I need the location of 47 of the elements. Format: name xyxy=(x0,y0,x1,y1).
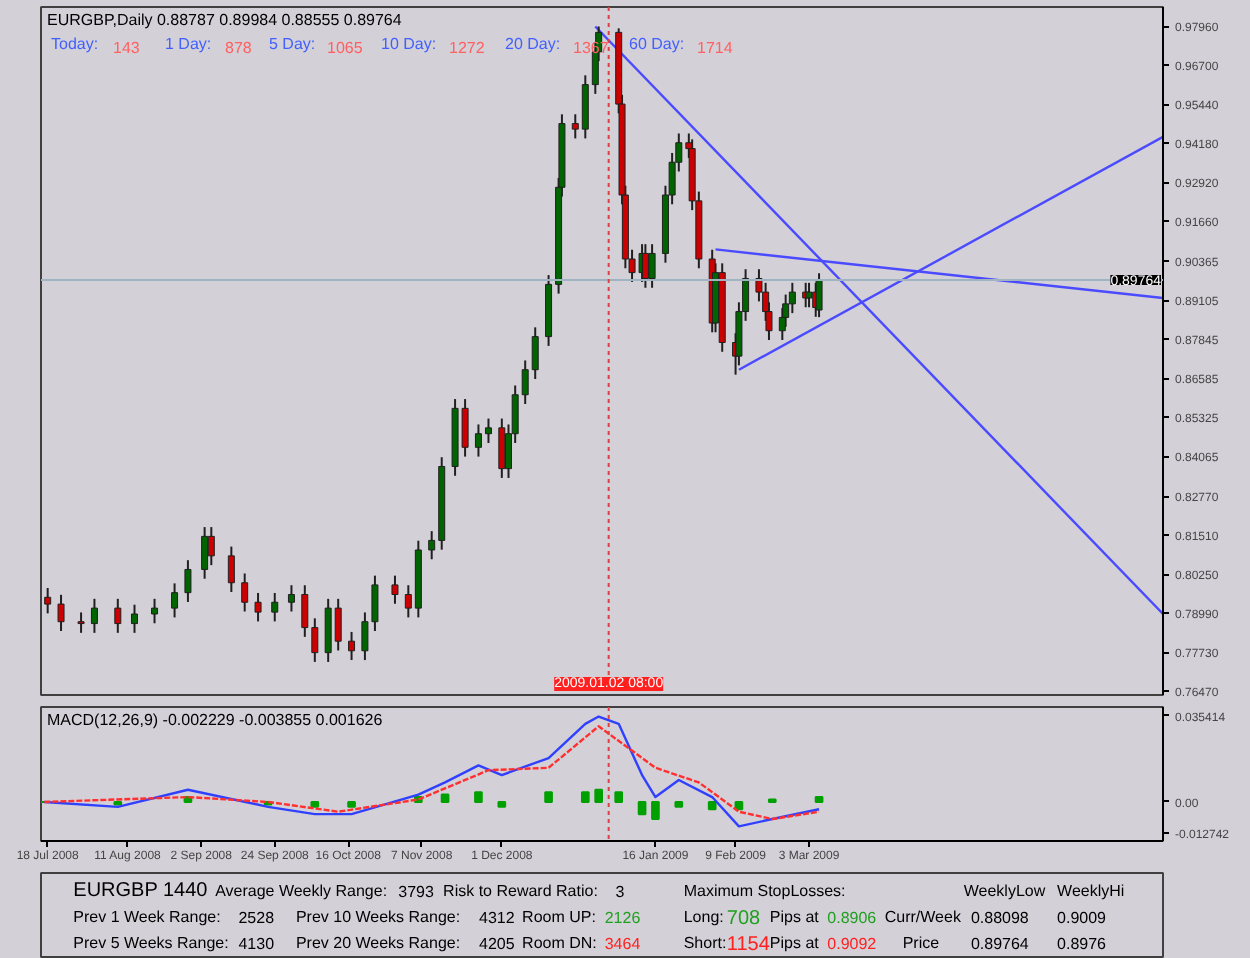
text: 0.9092 xyxy=(827,935,878,953)
text: Curr/Week xyxy=(884,908,963,926)
text: Pips at xyxy=(769,934,821,952)
text: 3464 xyxy=(604,935,642,953)
text: 0.8976 xyxy=(1057,935,1108,953)
annotation: 1 Day: xyxy=(165,35,212,53)
text: 1154 xyxy=(726,934,771,956)
text: Average Weekly Range: xyxy=(215,882,388,900)
text: Maximum StopLosses: xyxy=(683,882,846,900)
text: 0.89764 xyxy=(970,935,1030,953)
text: 0.8906 xyxy=(827,909,878,927)
text: Prev 20 Weeks Range: xyxy=(295,934,461,952)
text: 3 xyxy=(615,883,626,901)
text: Pips at xyxy=(769,908,821,926)
text: 0.9009 xyxy=(1057,909,1108,927)
text: EURGBP 1440 xyxy=(73,880,209,902)
annotation: 143 xyxy=(113,39,141,57)
text: Prev 5 Weeks Range: xyxy=(73,934,229,952)
annotation: 878 xyxy=(225,39,253,57)
text: 4312 xyxy=(479,909,516,927)
annotation: 60 Day: xyxy=(629,35,685,53)
annotation: 20 Day: xyxy=(505,35,561,53)
annotation: Today: xyxy=(51,35,99,53)
text: Room UP: xyxy=(522,908,596,926)
text: 708 xyxy=(726,908,762,930)
annotation: 1714 xyxy=(697,39,734,57)
text: 4205 xyxy=(479,935,516,953)
annotation: 1272 xyxy=(449,39,486,57)
text: 3793 xyxy=(398,883,435,901)
chart-title: EURGBP,Daily 0.88787 0.89984 0.88555 0.89764 xyxy=(47,11,403,29)
text: 4130 xyxy=(238,935,276,953)
annotation: 1065 xyxy=(327,39,364,57)
text: WeeklyHi xyxy=(1057,882,1125,900)
annotation: 5 Day: xyxy=(269,35,316,53)
text: 2528 xyxy=(238,909,276,927)
text: WeeklyLow xyxy=(963,882,1046,900)
text: Prev 1 Week Range: xyxy=(73,908,221,926)
text: Price xyxy=(902,934,941,952)
text: Risk to Reward Ratio: xyxy=(443,882,598,900)
text: Room DN: xyxy=(522,934,597,952)
text: Prev 10 Weeks Range: xyxy=(295,908,461,926)
text: 2126 xyxy=(604,909,642,927)
text: Short: xyxy=(683,934,727,952)
chart-title: MACD(12,26,9) -0.002229 -0.003855 0.001626 xyxy=(47,711,384,729)
text: Long: xyxy=(683,908,724,926)
text: 0.88098 xyxy=(970,909,1030,927)
annotation: 10 Day: xyxy=(381,35,437,53)
